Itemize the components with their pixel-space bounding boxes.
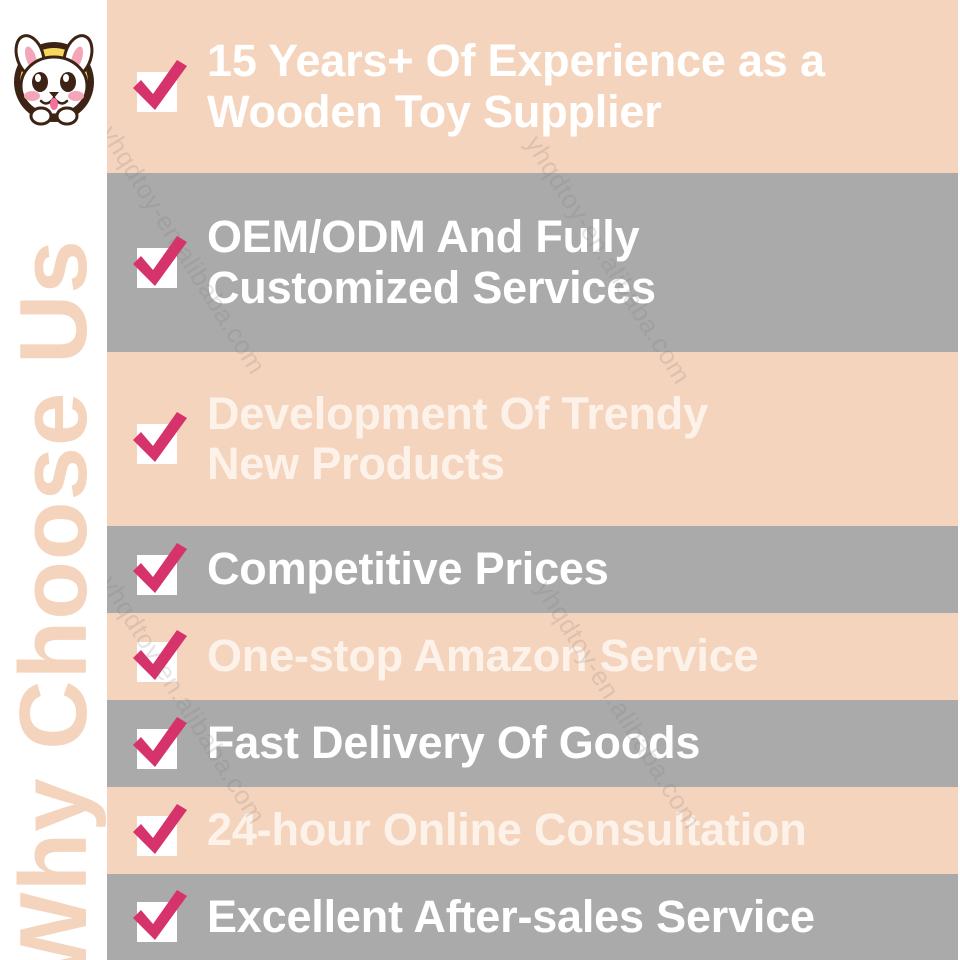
benefit-row: Fast Delivery Of Goods [107, 700, 958, 787]
benefit-row-label: Fast Delivery Of Goods [207, 717, 701, 769]
benefit-row-label: One-stop Amazon Service [207, 630, 759, 682]
benefit-row-label: Excellent After-sales Service [207, 890, 815, 942]
benefit-row: Competitive Prices [107, 526, 958, 613]
rabbit-mascot-logo [4, 24, 104, 136]
benefit-rows: 15 Years+ Of Experience as a Wooden Toy … [107, 0, 958, 960]
left-rail: Why Choose Us [0, 0, 107, 960]
checkbox-checked-icon [131, 715, 189, 773]
checkbox-checked-icon [131, 234, 189, 292]
benefit-row-label: 15 Years+ Of Experience as a Wooden Toy … [207, 35, 825, 137]
benefit-row-label: Development Of Trendy New Products [207, 387, 708, 489]
checkbox-checked-icon [131, 541, 189, 599]
benefit-row-label: OEM/ODM And Fully Customized Services [207, 211, 656, 313]
checkbox-checked-icon [131, 802, 189, 860]
benefit-row: 15 Years+ Of Experience as a Wooden Toy … [107, 0, 958, 173]
benefit-row-label: Competitive Prices [207, 543, 609, 595]
checkbox-checked-icon [131, 888, 189, 946]
benefit-row-label: 24-hour Online Consultation [207, 804, 807, 856]
checkbox-checked-icon [131, 58, 189, 116]
checkbox-checked-icon [131, 628, 189, 686]
benefit-row: 24-hour Online Consultation [107, 787, 958, 874]
benefit-row: Excellent After-sales Service [107, 874, 958, 960]
checkbox-checked-icon [131, 410, 189, 468]
benefit-row: Development Of Trendy New Products [107, 352, 958, 526]
benefit-row: OEM/ODM And Fully Customized Services [107, 173, 958, 352]
benefit-row: One-stop Amazon Service [107, 613, 958, 700]
vertical-title: Why Choose Us [0, 239, 107, 960]
